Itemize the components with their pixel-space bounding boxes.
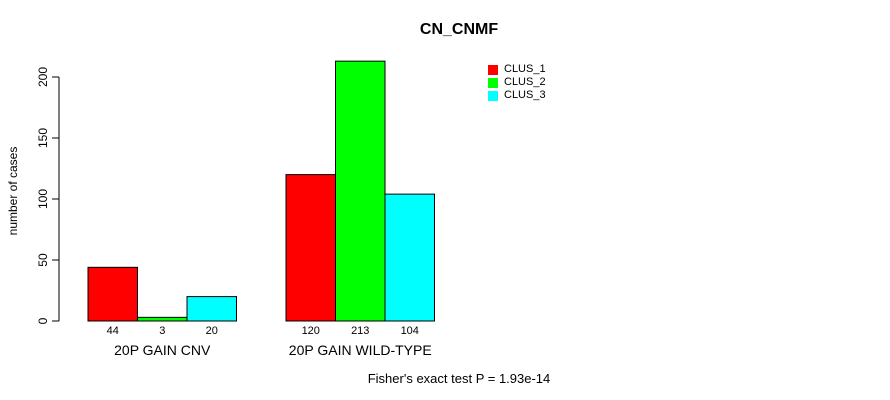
legend-swatch: [488, 90, 498, 101]
fisher-test-note: Fisher's exact test P = 1.93e-14: [367, 371, 551, 386]
legend-swatch: [488, 64, 498, 75]
bar-clus-3-20p-gain-wild-type: [384, 193, 435, 322]
legend-label: CLUS_1: [504, 63, 546, 75]
chart-title: CN_CNMF: [419, 21, 499, 38]
bar-value-label: 3: [159, 325, 165, 337]
y-axis-tick-label: 0: [36, 317, 50, 324]
bar-clus-3-20p-gain-cnv: [186, 296, 237, 322]
legend-item-clus-3: CLUS_3: [488, 90, 546, 101]
bar-value-label: 44: [107, 325, 119, 337]
legend-item-clus-1: CLUS_1: [488, 64, 546, 75]
legend-label: CLUS_3: [504, 89, 546, 101]
bar-value-label: 20: [206, 325, 218, 337]
legend-label: CLUS_2: [504, 76, 546, 88]
y-axis-tick-label: 100: [36, 189, 50, 209]
y-axis-tick-label: 50: [36, 253, 50, 267]
bar-clus-1-20p-gain-cnv: [87, 266, 138, 322]
bar-clus-2-20p-gain-wild-type: [335, 60, 386, 322]
bar-clus-1-20p-gain-wild-type: [285, 174, 336, 322]
y-axis-tick-label: 200: [36, 67, 50, 87]
bar-value-label: 104: [401, 325, 419, 337]
x-axis-category-label: 20P GAIN WILD-TYPE: [289, 342, 432, 358]
bar-value-label: 213: [351, 325, 369, 337]
bar-value-label: 120: [302, 325, 320, 337]
legend: CLUS_1 CLUS_2 CLUS_3: [488, 64, 546, 101]
legend-item-clus-2: CLUS_2: [488, 77, 546, 88]
bar-clus-2-20p-gain-cnv: [137, 316, 188, 322]
legend-swatch: [488, 77, 498, 88]
y-axis-tick-label: 150: [36, 128, 50, 148]
x-axis-category-label: 20P GAIN CNV: [114, 342, 211, 358]
